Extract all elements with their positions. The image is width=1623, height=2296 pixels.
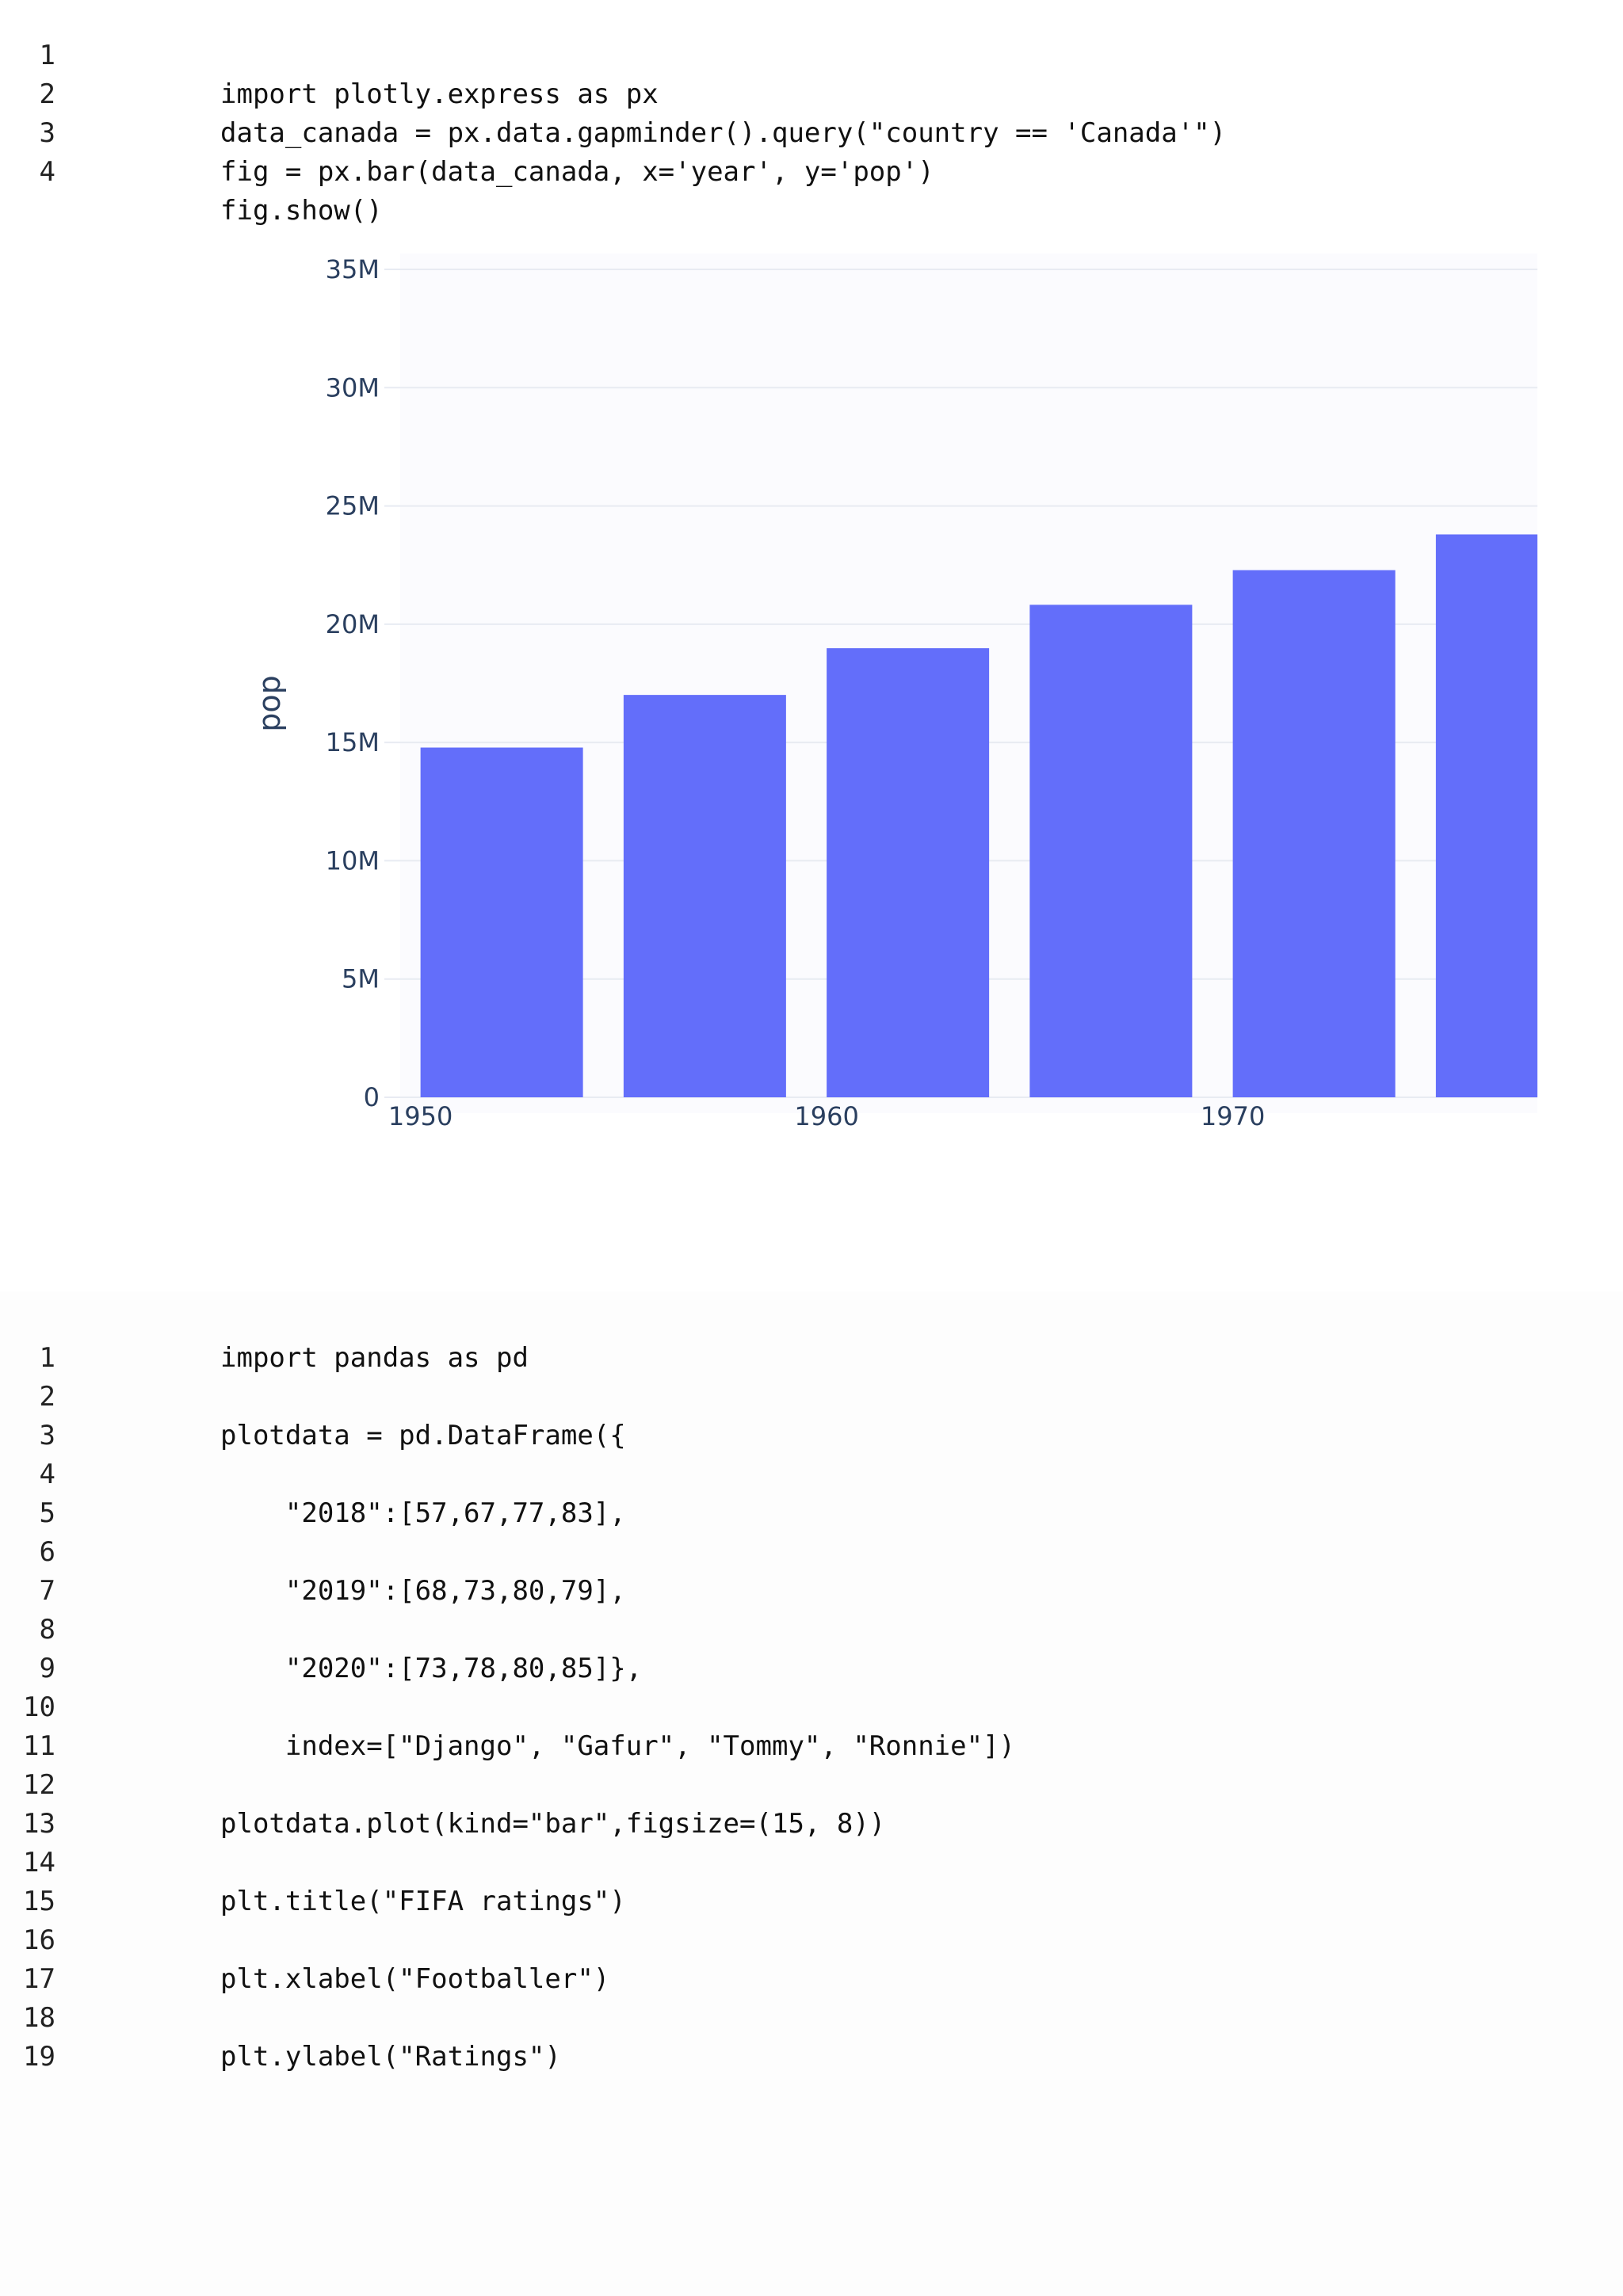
code-text: import plotly.express as px [220,78,659,110]
y-axis-title: pop [252,675,287,732]
chart-bottom-margin [0,1188,1623,1291]
bar [420,747,583,1097]
code-block-1: 1 import plotly.express as px 2 data_can… [40,0,1227,227]
line-number: 7 [39,1575,55,1607]
line-number: 18 [23,2002,55,2034]
line-number: 4 [39,156,55,188]
y-tick-label: 10M [326,845,380,875]
y-tick-label: 15M [326,727,380,757]
bar [827,648,990,1097]
code-line: 4 fig.show() [40,114,383,227]
code-text: plotdata.plot(kind="bar",figsize=(15, 8)… [220,1808,886,1840]
code-line: 2 data_canada = px.data.gapminder().quer… [40,36,1227,149]
x-tick-label: 1950 [388,1101,453,1131]
line-number: 19 [23,2041,55,2073]
line-number: 3 [39,1420,55,1451]
line-number: 3 [39,117,55,149]
bar-chart: 0 5M 10M 15M 20M 25M 30M 35M 1950 1960 1970 pop [0,238,1623,1188]
line-number: 15 [23,1886,55,1917]
bar [1232,570,1396,1097]
line-number: 17 [23,1963,55,1995]
line-number: 8 [39,1614,55,1646]
code-line: 3 fig = px.bar(data_canada, x='year', y=… [40,75,934,188]
line-number: 1 [39,1342,55,1374]
code-text: plt.ylabel("Ratings") [220,2041,561,2073]
line-number: 16 [23,1924,55,1956]
code-text: "2018":[57,67,77,83], [220,1497,626,1529]
line-number: 6 [39,1536,55,1568]
bar [623,695,786,1097]
line-number: 2 [39,78,55,110]
line-number: 5 [39,1497,55,1529]
line-number: 13 [23,1808,55,1840]
y-tick-label: 30M [326,372,380,402]
code-text: plt.xlabel("Footballer") [220,1963,610,1995]
code-text: fig = px.bar(data_canada, x='year', y='p… [220,156,934,188]
code-text: import pandas as pd [220,1342,529,1374]
code-text: "2019":[68,73,80,79], [220,1575,626,1607]
line-number: 14 [23,1847,55,1878]
code-line: 1 import plotly.express as px [40,0,659,110]
bars [420,534,1537,1097]
code-text: "2020":[73,78,80,85]}, [220,1653,643,1684]
y-tick-label: 0 [364,1082,380,1112]
code-text: plotdata = pd.DataFrame({ [220,1420,626,1451]
y-axis-ticks: 0 5M 10M 15M 20M 25M 30M 35M [326,254,380,1112]
x-axis-ticks: 1950 1960 1970 [388,1101,1265,1131]
bar [1435,534,1537,1097]
lower-page-background [0,1291,1623,2296]
x-tick-label: 1970 [1201,1101,1265,1131]
line-number: 9 [39,1653,55,1684]
line-number: 11 [23,1730,55,1762]
code-text: data_canada = px.data.gapminder().query(… [220,117,1227,149]
line-number: 10 [23,1691,55,1723]
bar-chart-svg: 0 5M 10M 15M 20M 25M 30M 35M 1950 1960 1970 pop [0,238,1623,1188]
x-tick-label: 1960 [794,1101,858,1131]
y-tick-label: 20M [326,609,380,639]
code-text: fig.show() [220,195,383,227]
line-number: 12 [23,1769,55,1801]
y-tick-label: 5M [342,964,380,994]
line-number: 1 [39,40,55,71]
code-text: plt.title("FIFA ratings") [220,1886,626,1917]
y-tick-label: 25M [326,491,380,521]
line-number: 2 [39,1381,55,1413]
line-number: 4 [39,1459,55,1490]
code-text: index=["Django", "Gafur", "Tommy", "Ronn… [220,1730,1016,1762]
bar [1029,605,1193,1097]
y-tick-label: 35M [326,254,380,284]
